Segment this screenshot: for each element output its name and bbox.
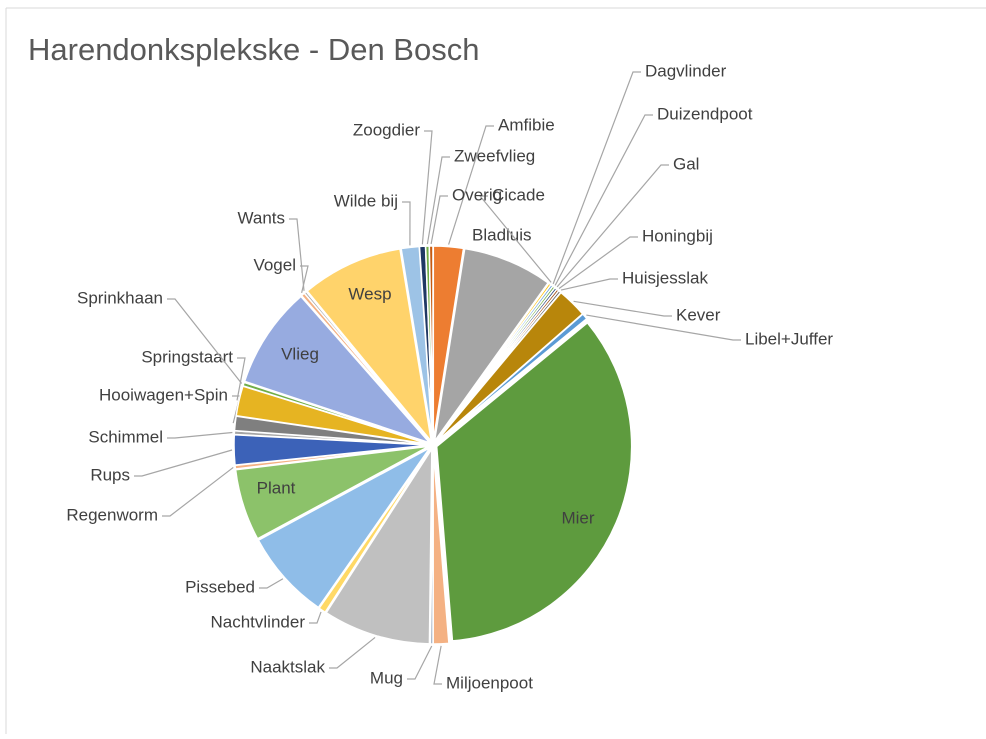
slice-label: Wesp <box>348 284 391 303</box>
leader-line <box>573 300 672 317</box>
pie-slice <box>435 321 633 642</box>
leader-line <box>167 431 233 439</box>
slice-label: Hooiwagen+Spin <box>99 385 228 404</box>
leader-line <box>433 645 442 685</box>
leader-line <box>289 218 305 291</box>
leader-line <box>554 114 653 286</box>
pie-slice <box>318 447 432 614</box>
pie-slice <box>428 245 434 442</box>
slice-label: Overig <box>452 185 502 204</box>
slice-label: Honingbij <box>642 226 713 245</box>
leader-line <box>448 125 494 245</box>
slice-label: Amfibie <box>498 115 555 134</box>
leader-line <box>236 357 246 401</box>
slice-label: Regenworm <box>66 505 158 524</box>
slice-label: Wilde bij <box>334 191 398 210</box>
pie-slice <box>435 312 588 443</box>
slice-label: Springstaart <box>141 347 233 366</box>
leader-line <box>329 637 376 669</box>
leader-line <box>309 611 322 624</box>
pie-slice <box>433 247 550 442</box>
slice-label: Pissebed <box>185 577 255 596</box>
leader-line <box>560 278 618 291</box>
slice-label: Naaktslak <box>250 657 325 676</box>
leader-line <box>259 578 284 589</box>
pie-slice <box>234 445 430 540</box>
slice-label: Dagvlinder <box>645 61 727 80</box>
leader-line <box>162 466 234 517</box>
leader-line <box>421 130 433 245</box>
slice-label: Sprinkhaan <box>77 288 163 307</box>
slice-label: Duizendpoot <box>657 104 753 123</box>
slice-label: Rups <box>90 465 130 484</box>
slice-label: Schimmel <box>88 427 163 446</box>
pie-slice <box>325 446 433 645</box>
leader-line <box>167 298 243 384</box>
pie-slice <box>257 447 431 609</box>
slice-label: Miljoenpoot <box>446 673 533 692</box>
slice-label: Mier <box>561 508 594 527</box>
slice-label: Huisjesslak <box>622 268 708 287</box>
pie-slice <box>242 381 430 445</box>
leader-line <box>134 449 233 477</box>
slice-label: Zoogdier <box>353 120 420 139</box>
leader-line <box>478 195 552 283</box>
slice-label: Gal <box>673 154 699 173</box>
slice-label: Libel+Juffer <box>745 329 833 348</box>
pie-slice <box>243 295 433 445</box>
leader-line <box>558 236 638 289</box>
slice-label: Plant <box>257 478 296 497</box>
pie-slice <box>429 448 434 645</box>
leader-line <box>552 71 641 285</box>
chart-title: Harendonksplekske - Den Bosch <box>28 32 479 67</box>
slice-label: Cicade <box>492 185 545 204</box>
slice-label: Zweefvlieg <box>454 146 535 165</box>
slice-label: Mug <box>370 668 403 687</box>
leader-line <box>586 314 741 341</box>
pie-slice <box>303 290 432 443</box>
slice-label: Vogel <box>253 255 296 274</box>
slice-label: Kever <box>676 305 721 324</box>
leader-line <box>407 645 433 680</box>
leader-line <box>430 195 448 245</box>
leader-line <box>556 164 669 288</box>
slice-label: Wants <box>237 208 285 227</box>
pie-slice <box>306 248 433 444</box>
leader-line <box>402 201 411 246</box>
slice-label: Bladluis <box>472 225 532 244</box>
slice-label: Nachtvlinder <box>211 612 306 631</box>
slice-label: Vlieg <box>281 344 319 363</box>
leader-line <box>426 156 450 245</box>
